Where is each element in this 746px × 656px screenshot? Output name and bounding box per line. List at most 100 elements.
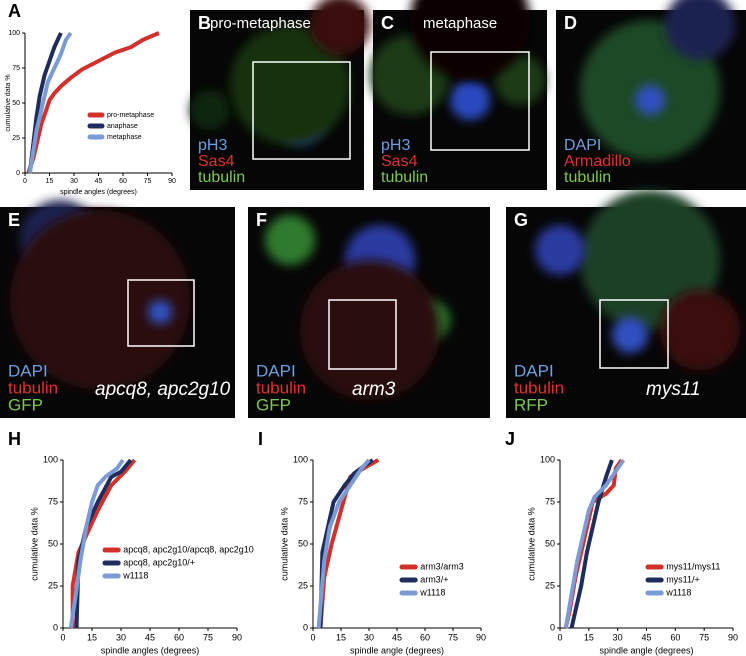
y-tick-label: 75 [12, 65, 20, 72]
x-tick-label: 30 [364, 632, 374, 642]
legend-label: mys11/+ [666, 574, 700, 584]
zoom-box [328, 299, 397, 370]
x-tick-label: 45 [641, 632, 651, 642]
x-tick-label: 90 [168, 178, 176, 185]
channel-label: DAPI [564, 137, 601, 154]
legend-label: w1118 [419, 587, 445, 597]
y-tick-label: 100 [43, 454, 58, 464]
series-line [26, 31, 160, 174]
legend-label: apcq8, apc2g10/apcq8, apc2g10 [123, 544, 254, 554]
panel-title: metaphase [423, 15, 497, 32]
legend-label: metaphase [107, 134, 142, 141]
x-tick-label: 0 [310, 632, 315, 642]
zoom-box [430, 51, 530, 151]
series-line [68, 458, 125, 629]
panel-letter: H [8, 429, 21, 449]
x-tick-label: 30 [116, 632, 126, 642]
legend-label: arm3/+ [420, 574, 448, 584]
x-tick-label: 15 [584, 632, 594, 642]
channel-label: DAPI [514, 361, 554, 380]
series-line [569, 459, 614, 629]
signal [10, 210, 190, 390]
genotype: mys11 [646, 379, 701, 400]
zoom-box [252, 61, 351, 160]
signal [612, 317, 648, 353]
y-tick-label: 0 [53, 622, 58, 632]
channel-label: tubulin [564, 169, 611, 186]
channel-label: DAPI [256, 361, 296, 380]
x-tick-label: 90 [476, 632, 486, 642]
series-line [316, 458, 371, 629]
channel-label: pH3 [381, 137, 410, 154]
series-line [563, 458, 626, 629]
y-tick-label: 50 [48, 538, 58, 548]
panel-letter: C [381, 13, 394, 33]
x-tick-label: 0 [557, 632, 562, 642]
x-axis-label: spindle angle (degrees) [599, 645, 693, 655]
panel-letter: E [8, 210, 20, 230]
x-tick-label: 90 [728, 632, 738, 642]
y-tick-label: 50 [545, 538, 555, 548]
x-tick-label: 75 [699, 632, 709, 642]
panel-letter: D [564, 13, 577, 33]
y-tick-label: 75 [48, 496, 58, 506]
channel-label: GFP [8, 395, 43, 414]
panel-letter: B [198, 13, 211, 33]
signal [495, 55, 545, 105]
genotype: apcq8, apc2g10 [95, 379, 231, 400]
y-axis-label: cumulative data % [29, 507, 39, 581]
legend-label: anaphase [107, 123, 138, 130]
x-tick-label: 60 [174, 632, 184, 642]
x-tick-label: 60 [119, 178, 127, 185]
series-line [70, 458, 137, 628]
legend-label: apcq8, apc2g10/+ [123, 557, 195, 567]
signal [450, 80, 490, 120]
channel-label: pH3 [198, 137, 227, 154]
legend-label: w1118 [665, 587, 691, 597]
channel-label: Sas4 [198, 153, 235, 170]
legend-label: arm3/arm3 [420, 561, 464, 571]
panel-letter: J [505, 429, 515, 449]
y-axis-label: cumulative data % [279, 507, 289, 581]
x-tick-label: 15 [87, 632, 97, 642]
y-axis-label: cumulative data % [5, 74, 12, 131]
channel-label: tubulin [8, 378, 58, 397]
y-tick-label: 100 [293, 454, 308, 464]
channel-label: tubulin [381, 169, 428, 186]
x-tick-label: 60 [670, 632, 680, 642]
series-line [27, 31, 73, 174]
y-tick-label: 0 [303, 622, 308, 632]
zoom-box [599, 299, 669, 369]
y-tick-label: 50 [12, 100, 20, 107]
x-tick-label: 45 [95, 178, 103, 185]
x-axis-label: spindle angles (degrees) [101, 645, 200, 655]
channel-label: DAPI [8, 361, 48, 380]
zoom-box [127, 279, 195, 347]
x-tick-label: 30 [70, 178, 78, 185]
x-tick-label: 75 [203, 632, 213, 642]
x-tick-label: 75 [144, 178, 152, 185]
panel-letter: F [256, 210, 267, 230]
x-tick-label: 15 [336, 632, 346, 642]
y-tick-label: 25 [48, 580, 58, 590]
signal [310, 0, 370, 55]
genotype: arm3 [352, 379, 396, 400]
y-tick-label: 50 [298, 538, 308, 548]
channel-label: tubulin [256, 378, 306, 397]
x-tick-label: 45 [392, 632, 402, 642]
signal [665, 0, 735, 60]
x-tick-label: 45 [145, 632, 155, 642]
channel-label: GFP [256, 395, 291, 414]
y-tick-label: 25 [12, 135, 20, 142]
y-tick-label: 75 [298, 496, 308, 506]
channel-label: tubulin [198, 169, 245, 186]
legend-label: w1118 [122, 570, 148, 580]
signal [265, 215, 315, 265]
channel-label: Sas4 [381, 153, 418, 170]
x-axis-label: spindle angles (degrees) [60, 189, 137, 196]
y-tick-label: 0 [16, 170, 20, 177]
x-tick-label: 0 [60, 632, 65, 642]
y-tick-label: 0 [550, 622, 555, 632]
signal [230, 25, 350, 145]
